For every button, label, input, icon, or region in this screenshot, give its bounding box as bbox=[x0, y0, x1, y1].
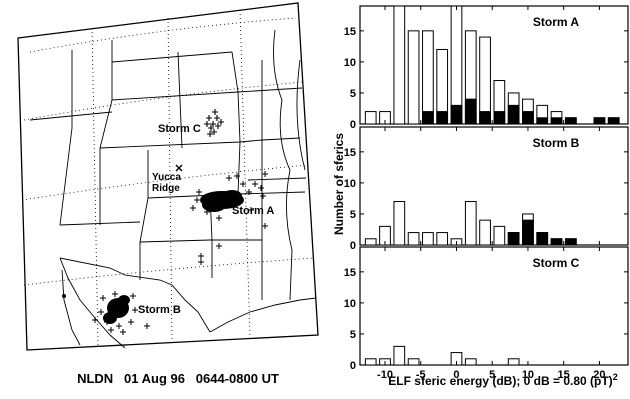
x-axis-ticks: -10 -5 0 5 10 15 20 bbox=[377, 369, 605, 381]
bar-total bbox=[364, 358, 377, 366]
y-axis-label: Number of sferics bbox=[332, 133, 346, 235]
y-tick-label: 0 bbox=[350, 119, 356, 131]
histogram-panels: 0 5 10 15 Storm A 0 5 10 15 Storm B 0 5 10 15 Storm C bbox=[344, 5, 629, 372]
bar-black bbox=[550, 117, 563, 125]
bar-total bbox=[422, 232, 434, 246]
y-tick-label: 10 bbox=[344, 298, 356, 310]
yucca-ridge-label-2: Ridge bbox=[152, 183, 180, 194]
x-axis-label-exponent: 2 bbox=[613, 372, 618, 382]
x-tick-label: -5 bbox=[416, 369, 426, 381]
panel-title: Storm A bbox=[533, 15, 580, 29]
yucca-ridge-marker bbox=[175, 164, 183, 172]
panel-3: 0 5 10 15 Storm C bbox=[344, 246, 629, 372]
x-axis-label: ELF sferic energy (dB); 0 dB = 0.80 (pT)… bbox=[388, 372, 617, 388]
x-tick-label: -10 bbox=[377, 369, 393, 381]
bar-total bbox=[393, 201, 406, 246]
bar-black bbox=[536, 232, 549, 246]
bar-total bbox=[422, 30, 434, 125]
bar-black bbox=[536, 117, 549, 125]
y-tick-label: 10 bbox=[344, 57, 356, 69]
nldn-map: Storm C Storm A Storm B Yucca Ridge NLDN… bbox=[17, 2, 319, 386]
storm-b-scatter bbox=[92, 291, 150, 335]
bar-black bbox=[564, 238, 577, 246]
sferic-energy-histograms: Number of sferics 0 5 10 15 Storm A 0 5 10 15 Sto… bbox=[332, 5, 629, 388]
panel-title: Storm B bbox=[533, 136, 580, 150]
storm-a-scatter bbox=[190, 171, 268, 265]
map-graticule bbox=[21, 9, 315, 346]
y-tick-label: 0 bbox=[350, 360, 356, 372]
map-caption: NLDN 01 Aug 96 0644-0800 UT bbox=[77, 371, 279, 386]
storm-c-cluster bbox=[204, 109, 224, 137]
panel-frame bbox=[359, 246, 629, 366]
bar-total bbox=[393, 5, 406, 125]
bar-total bbox=[407, 232, 420, 246]
bar-total bbox=[364, 111, 377, 125]
panel-2: 0 5 10 15 Storm B bbox=[344, 126, 629, 252]
bar-total bbox=[407, 30, 420, 125]
storm-b-cluster bbox=[103, 295, 130, 324]
bar-black bbox=[479, 111, 491, 125]
panel-title: Storm C bbox=[533, 256, 580, 270]
x-axis-label-text: ELF sferic energy (dB); 0 dB = 0.80 (pT) bbox=[388, 374, 612, 388]
storm-b-label: Storm B bbox=[138, 304, 181, 316]
yucca-ridge-label-1: Yucca bbox=[152, 172, 181, 183]
bar-total bbox=[407, 358, 420, 366]
bar-black bbox=[422, 111, 434, 125]
bar-total bbox=[479, 36, 491, 125]
map-borders bbox=[29, 29, 317, 349]
bar-black bbox=[564, 117, 577, 125]
storm-a-cluster bbox=[200, 190, 244, 212]
bar-total bbox=[479, 219, 491, 246]
y-tick-label: 15 bbox=[344, 26, 356, 38]
bar-black bbox=[436, 111, 449, 125]
bar-black bbox=[507, 232, 520, 246]
y-tick-label: 5 bbox=[350, 209, 356, 221]
bar-total bbox=[464, 358, 477, 366]
x-tick-label: 10 bbox=[522, 369, 534, 381]
bar-total bbox=[507, 358, 520, 366]
panel-1: 0 5 10 15 Storm A bbox=[344, 5, 629, 131]
bar-total bbox=[464, 201, 477, 246]
bar-black bbox=[550, 238, 563, 246]
y-tick-label: 0 bbox=[350, 240, 356, 252]
bar-black bbox=[464, 98, 477, 125]
x-tick-label: 0 bbox=[453, 369, 459, 381]
x-tick-label: 20 bbox=[593, 369, 605, 381]
bar-total bbox=[393, 345, 406, 366]
storm-c-label: Storm C bbox=[158, 123, 201, 135]
x-tick-label: 5 bbox=[489, 369, 495, 381]
bar-black bbox=[507, 104, 520, 125]
storm-a-label: Storm A bbox=[232, 205, 274, 217]
y-tick-label: 15 bbox=[344, 267, 356, 279]
y-tick-label: 5 bbox=[350, 88, 356, 100]
lone-sferic-dot bbox=[62, 294, 66, 298]
y-tick-label: 10 bbox=[344, 178, 356, 190]
bar-total bbox=[493, 225, 506, 246]
x-tick-label: 15 bbox=[558, 369, 570, 381]
y-tick-label: 5 bbox=[350, 329, 356, 341]
y-tick-label: 15 bbox=[344, 147, 356, 159]
bar-total bbox=[436, 232, 449, 246]
bar-total bbox=[364, 238, 377, 246]
bar-black bbox=[607, 117, 620, 125]
bar-black bbox=[493, 111, 506, 125]
